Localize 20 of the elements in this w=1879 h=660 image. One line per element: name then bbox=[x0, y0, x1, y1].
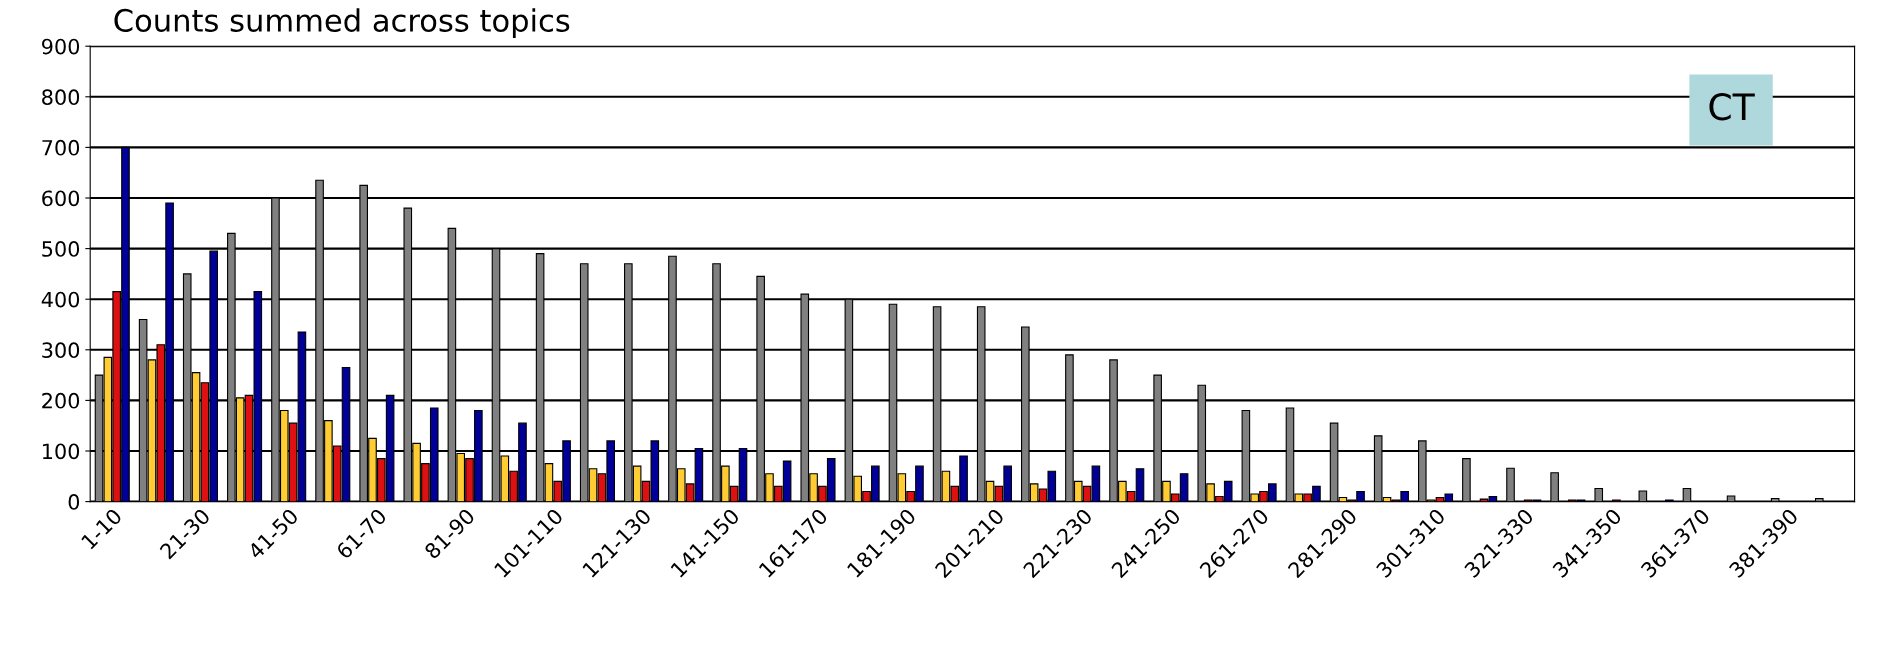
bar bbox=[1550, 472, 1559, 502]
y-tick-label: 600 bbox=[42, 190, 80, 207]
y-tick-label: 100 bbox=[42, 443, 80, 460]
y-tick-label: 500 bbox=[42, 241, 80, 257]
bar bbox=[1638, 490, 1648, 502]
bar bbox=[1814, 498, 1824, 502]
y-tick-label: 400 bbox=[41, 291, 80, 308]
bar bbox=[1726, 495, 1736, 502]
bar bbox=[1770, 498, 1780, 502]
annotation: CT bbox=[1709, 93, 1755, 121]
bar bbox=[1462, 458, 1471, 502]
bar bbox=[1506, 467, 1515, 502]
y-tick-label: 900 bbox=[42, 38, 80, 55]
chart-title: Counts summed across topics bbox=[114, 8, 570, 38]
bar bbox=[1594, 487, 1604, 502]
y-tick-label: 300 bbox=[42, 342, 80, 359]
y-tick-label: 800 bbox=[42, 89, 80, 106]
y-tick-label: 700 bbox=[42, 139, 80, 156]
y-tick-label: 0 bbox=[68, 494, 80, 510]
y-tick-label: 200 bbox=[42, 392, 80, 409]
